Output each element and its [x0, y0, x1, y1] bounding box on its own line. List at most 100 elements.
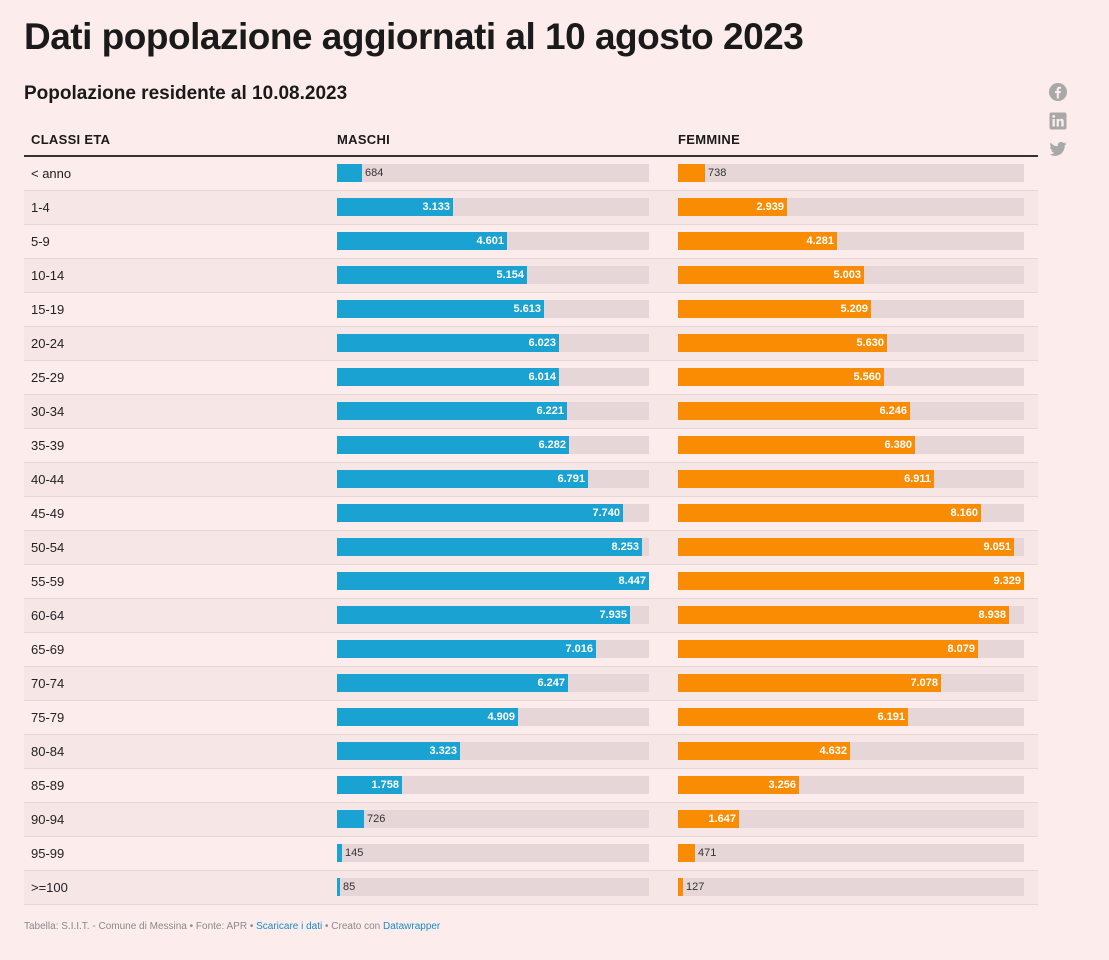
maschi-value-label: 5.154 [496, 269, 524, 281]
femmine-bar-track: 8.938 [678, 606, 1024, 624]
datawrapper-link[interactable]: Datawrapper [383, 921, 441, 932]
age-class-label: 25-29 [31, 370, 65, 385]
table-row: 20-24 6.023 5.630 [24, 327, 1038, 361]
maschi-bar [337, 504, 623, 522]
age-class-label: 85-89 [31, 778, 65, 793]
femmine-bar-track: 9.051 [678, 538, 1024, 556]
table-row: 75-79 4.909 6.191 [24, 701, 1038, 735]
femmine-value-label: 6.246 [879, 405, 907, 417]
femmine-bar [678, 232, 837, 250]
table-row: 50-54 8.253 9.051 [24, 531, 1038, 565]
age-class-label: 40-44 [31, 472, 65, 487]
maschi-bar-track: 8.253 [337, 538, 649, 556]
femmine-bar [678, 470, 934, 488]
femmine-bar-track: 6.191 [678, 708, 1024, 726]
maschi-value-label: 8.447 [618, 575, 646, 587]
age-class-label: 80-84 [31, 744, 65, 759]
maschi-value-label: 85 [343, 881, 356, 893]
femmine-bar-track: 2.939 [678, 198, 1024, 216]
footer-created: • Creato con [322, 921, 384, 932]
maschi-bar [337, 776, 402, 794]
age-class-label: < anno [31, 166, 72, 181]
column-header-classi-eta[interactable]: CLASSI ETA [31, 132, 111, 147]
femmine-bar [678, 572, 1024, 590]
femmine-value-label: 3.256 [768, 779, 796, 791]
table-row: 55-59 8.447 9.329 [24, 565, 1038, 599]
share-facebook[interactable] [1048, 82, 1068, 102]
maschi-bar-track: 4.601 [337, 232, 649, 250]
maschi-value-label: 7.935 [599, 609, 627, 621]
femmine-value-label: 4.632 [819, 745, 847, 757]
femmine-value-label: 5.209 [840, 303, 868, 315]
age-class-label: 20-24 [31, 336, 65, 351]
table-row: 5-9 4.601 4.281 [24, 225, 1038, 259]
femmine-value-label: 2.939 [756, 201, 784, 213]
femmine-value-label: 6.191 [877, 711, 905, 723]
maschi-value-label: 3.133 [422, 201, 450, 213]
femmine-value-label: 5.630 [856, 337, 884, 349]
age-class-label: 10-14 [31, 268, 65, 283]
maschi-value-label: 6.247 [537, 677, 565, 689]
maschi-value-label: 5.613 [513, 303, 541, 315]
age-class-label: 95-99 [31, 846, 65, 861]
maschi-bar [337, 436, 569, 454]
femmine-bar-track: 6.911 [678, 470, 1024, 488]
download-data-link[interactable]: Scaricare i dati [256, 921, 323, 932]
femmine-bar [678, 334, 887, 352]
maschi-bar-track: 8.447 [337, 572, 649, 590]
femmine-bar-track: 5.209 [678, 300, 1024, 318]
femmine-bar [678, 844, 695, 862]
share-twitter[interactable] [1048, 139, 1068, 159]
maschi-bar [337, 606, 630, 624]
femmine-bar-track: 127 [678, 878, 1024, 896]
femmine-value-label: 7.078 [910, 677, 938, 689]
femmine-value-label: 471 [698, 847, 717, 859]
maschi-bar-track: 4.909 [337, 708, 649, 726]
maschi-bar-track: 6.791 [337, 470, 649, 488]
age-class-label: 35-39 [31, 438, 65, 453]
column-header-femmine[interactable]: FEMMINE [678, 132, 741, 147]
femmine-bar-track: 5.003 [678, 266, 1024, 284]
maschi-bar-track: 6.014 [337, 368, 649, 386]
maschi-bar-track: 145 [337, 844, 649, 862]
femmine-bar-track: 8.079 [678, 640, 1024, 658]
twitter-icon [1049, 141, 1067, 156]
femmine-value-label: 9.329 [993, 575, 1021, 587]
column-header-maschi[interactable]: MASCHI [337, 132, 391, 147]
femmine-value-label: 4.281 [806, 235, 834, 247]
table-row: 80-84 3.323 4.632 [24, 735, 1038, 769]
table-body: < anno 684 738 1-4 3.133 2.939 5-9 4.601 4.281 10… [24, 157, 1038, 905]
share-linkedin[interactable] [1048, 111, 1068, 131]
maschi-value-label: 6.791 [557, 473, 585, 485]
maschi-bar-track: 6.247 [337, 674, 649, 692]
femmine-value-label: 8.938 [978, 609, 1006, 621]
maschi-bar [337, 402, 567, 420]
age-class-label: 45-49 [31, 506, 65, 521]
table-row: < anno 684 738 [24, 157, 1038, 191]
femmine-bar [678, 402, 910, 420]
maschi-bar [337, 674, 568, 692]
maschi-bar-track: 85 [337, 878, 649, 896]
femmine-bar-track: 3.256 [678, 776, 1024, 794]
maschi-value-label: 7.016 [565, 643, 593, 655]
table-row: 95-99 145 471 [24, 837, 1038, 871]
table-row: 10-14 5.154 5.003 [24, 259, 1038, 293]
femmine-bar-track: 1.647 [678, 810, 1024, 828]
femmine-bar [678, 266, 864, 284]
maschi-bar-track: 1.758 [337, 776, 649, 794]
table-row: 30-34 6.221 6.246 [24, 395, 1038, 429]
maschi-bar [337, 470, 588, 488]
femmine-bar [678, 504, 981, 522]
femmine-bar [678, 368, 884, 386]
age-class-label: 90-94 [31, 812, 65, 827]
femmine-value-label: 6.380 [884, 439, 912, 451]
maschi-bar-track: 7.740 [337, 504, 649, 522]
age-class-label: 1-4 [31, 200, 50, 215]
femmine-bar-track: 6.246 [678, 402, 1024, 420]
femmine-bar-track: 4.281 [678, 232, 1024, 250]
maschi-bar-track: 726 [337, 810, 649, 828]
age-class-label: 5-9 [31, 234, 50, 249]
maschi-bar [337, 810, 364, 828]
table-row: 15-19 5.613 5.209 [24, 293, 1038, 327]
femmine-bar [678, 776, 799, 794]
